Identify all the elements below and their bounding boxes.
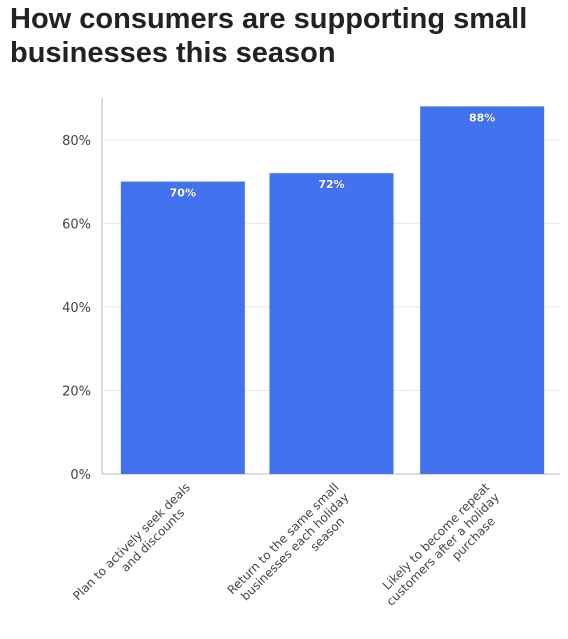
y-tick-label: 0%: [70, 468, 91, 483]
bars: [120, 106, 545, 475]
x-category-label-line: Plan to actively seek deals: [70, 480, 193, 603]
chart-title: How consumers are supporting small busin…: [10, 3, 528, 69]
y-tick-label: 60%: [62, 217, 91, 232]
x-category-label-line: customers after a holiday: [384, 490, 503, 609]
bar: [269, 173, 394, 474]
y-tick-label: 80%: [62, 134, 91, 149]
bar: [420, 106, 545, 474]
y-tick-label: 40%: [62, 301, 91, 316]
bar-data-label: 72%: [318, 178, 344, 191]
bar-data-label: 88%: [469, 111, 495, 124]
y-tick-label: 20%: [62, 384, 91, 399]
bar-data-label: 70%: [170, 187, 196, 200]
bar: [120, 181, 245, 475]
x-category-label-line: businesses each holiday: [238, 490, 351, 603]
